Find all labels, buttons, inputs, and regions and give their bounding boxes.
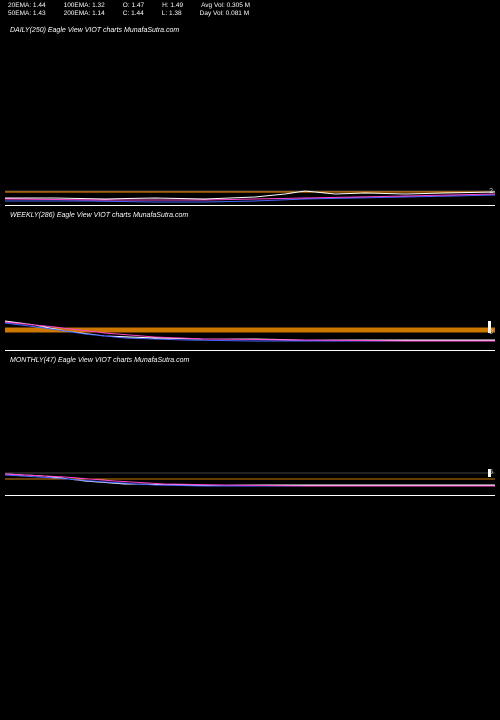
stats-row-1: 20EMA: 1.44 100EMA: 1.32 O: 1.47 H: 1.49… (8, 2, 492, 10)
stat-open: O: 1.47 (123, 2, 144, 10)
stat-ema100: 100EMA: 1.32 (64, 2, 105, 10)
y-axis-marker: 0 (489, 329, 493, 336)
y-axis-marker: 5 (489, 469, 493, 476)
y-axis-marker: 2 (489, 188, 493, 195)
stat-close: C: 1.44 (123, 10, 144, 18)
stat-low: L: 1.38 (162, 10, 182, 18)
chart-title: MONTHLY(47) Eagle View VIOT charts Munaf… (0, 351, 500, 366)
stat-ema20: 20EMA: 1.44 (8, 2, 46, 10)
stats-bar: 20EMA: 1.44 100EMA: 1.32 O: 1.47 H: 1.49… (0, 0, 500, 21)
stat-high: H: 1.49 (162, 2, 183, 10)
chart-area: 5 (5, 366, 495, 496)
stat-avgvol: Avg Vol: 0.305 M (201, 2, 250, 10)
chart-svg (5, 366, 495, 496)
stat-ema50: 50EMA: 1.43 (8, 10, 46, 18)
chart-section-0: DAILY(250) Eagle View VIOT charts Munafa… (0, 21, 500, 206)
chart-title: DAILY(250) Eagle View VIOT charts Munafa… (0, 21, 500, 36)
chart-area: 2 (5, 36, 495, 206)
chart-section-1: WEEKLY(286) Eagle View VIOT charts Munaf… (0, 206, 500, 351)
chart-area: 0 (5, 221, 495, 351)
chart-title: WEEKLY(286) Eagle View VIOT charts Munaf… (0, 206, 500, 221)
stat-ema200: 200EMA: 1.14 (64, 10, 105, 18)
chart-section-2: MONTHLY(47) Eagle View VIOT charts Munaf… (0, 351, 500, 496)
stat-dayvol: Day Vol: 0.081 M (200, 10, 250, 18)
chart-svg (5, 221, 495, 351)
bottom-spacer (0, 496, 500, 676)
chart-svg (5, 36, 495, 206)
stats-row-2: 50EMA: 1.43 200EMA: 1.14 C: 1.44 L: 1.38… (8, 10, 492, 18)
charts-container: DAILY(250) Eagle View VIOT charts Munafa… (0, 21, 500, 676)
